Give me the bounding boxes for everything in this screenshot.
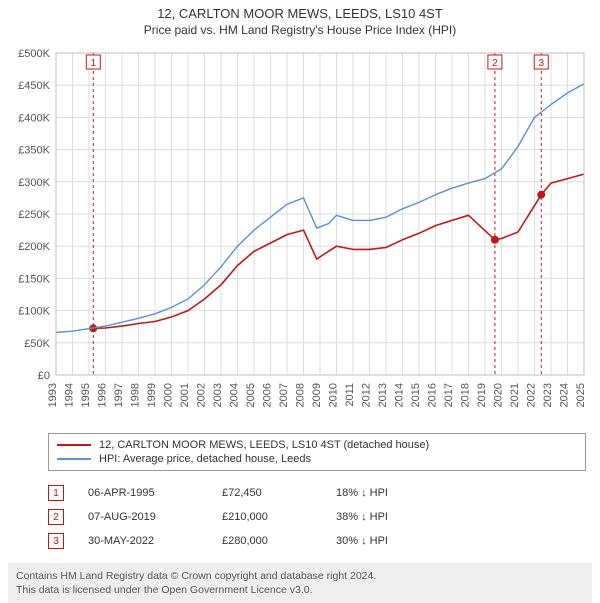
legend-label: HPI: Average price, detached house, Leed… xyxy=(99,453,311,465)
sales-row: 2 07-AUG-2019 £210,000 38% ↓ HPI xyxy=(48,505,586,529)
legend-swatch xyxy=(57,458,91,460)
svg-text:2017: 2017 xyxy=(443,383,455,407)
legend: 12, CARLTON MOOR MEWS, LEEDS, LS10 4ST (… xyxy=(48,433,586,471)
sale-marker: 2 xyxy=(48,509,64,525)
svg-text:£100K: £100K xyxy=(18,306,50,318)
svg-text:1998: 1998 xyxy=(130,383,142,407)
svg-text:2002: 2002 xyxy=(196,383,208,407)
legend-swatch xyxy=(57,444,91,446)
sale-marker: 1 xyxy=(48,485,64,501)
legend-row: HPI: Average price, detached house, Leed… xyxy=(57,452,577,466)
sale-price: £280,000 xyxy=(222,535,312,547)
svg-text:£250K: £250K xyxy=(18,209,50,221)
titles: 12, CARLTON MOOR MEWS, LEEDS, LS10 4ST P… xyxy=(0,0,600,37)
svg-text:£350K: £350K xyxy=(18,145,50,157)
svg-text:£400K: £400K xyxy=(18,112,50,124)
svg-text:2024: 2024 xyxy=(559,383,571,407)
svg-text:2003: 2003 xyxy=(212,383,224,407)
title-main: 12, CARLTON MOOR MEWS, LEEDS, LS10 4ST xyxy=(0,6,600,21)
svg-text:2016: 2016 xyxy=(427,383,439,407)
svg-text:2011: 2011 xyxy=(344,383,356,407)
svg-text:2007: 2007 xyxy=(278,383,290,407)
svg-text:1997: 1997 xyxy=(113,383,125,407)
legend-label: 12, CARLTON MOOR MEWS, LEEDS, LS10 4ST (… xyxy=(99,439,429,451)
chart-svg: £0 £50K £100K £150K £200K £250K £300K £350K £400… xyxy=(10,45,590,425)
svg-text:£150K: £150K xyxy=(18,273,50,285)
svg-text:1994: 1994 xyxy=(64,383,76,407)
svg-text:2010: 2010 xyxy=(328,383,340,407)
svg-text:2008: 2008 xyxy=(295,383,307,407)
footer: Contains HM Land Registry data © Crown c… xyxy=(8,563,592,603)
sales-row: 3 30-MAY-2022 £280,000 30% ↓ HPI xyxy=(48,529,586,553)
svg-text:£300K: £300K xyxy=(18,177,50,189)
svg-text:2013: 2013 xyxy=(377,383,389,407)
svg-text:2014: 2014 xyxy=(394,383,406,407)
sale-marker: 3 xyxy=(48,533,64,549)
svg-text:2020: 2020 xyxy=(493,383,505,407)
svg-text:£450K: £450K xyxy=(18,80,50,92)
svg-text:2025: 2025 xyxy=(575,383,587,407)
svg-text:£200K: £200K xyxy=(18,241,50,253)
sale-diff: 38% ↓ HPI xyxy=(336,511,426,523)
sales-table: 1 06-APR-1995 £72,450 18% ↓ HPI 2 07-AUG… xyxy=(48,481,586,553)
sale-date: 07-AUG-2019 xyxy=(88,511,198,523)
sale-date: 06-APR-1995 xyxy=(88,487,198,499)
svg-text:2006: 2006 xyxy=(262,383,274,407)
svg-text:1996: 1996 xyxy=(97,383,109,407)
svg-text:2023: 2023 xyxy=(542,383,554,407)
svg-text:3: 3 xyxy=(538,58,544,69)
svg-text:2009: 2009 xyxy=(311,383,323,407)
svg-text:2005: 2005 xyxy=(245,383,257,407)
sale-diff: 18% ↓ HPI xyxy=(336,487,426,499)
footer-line: Contains HM Land Registry data © Crown c… xyxy=(16,569,584,583)
svg-text:2019: 2019 xyxy=(476,383,488,407)
sale-price: £210,000 xyxy=(222,511,312,523)
page: 12, CARLTON MOOR MEWS, LEEDS, LS10 4ST P… xyxy=(0,0,600,603)
svg-text:2000: 2000 xyxy=(163,383,175,407)
svg-text:£0: £0 xyxy=(38,370,50,382)
legend-row: 12, CARLTON MOOR MEWS, LEEDS, LS10 4ST (… xyxy=(57,438,577,452)
chart: £0 £50K £100K £150K £200K £250K £300K £350K £400… xyxy=(10,45,590,425)
svg-text:2012: 2012 xyxy=(361,383,373,407)
svg-text:1999: 1999 xyxy=(146,383,158,407)
svg-text:1993: 1993 xyxy=(47,383,59,407)
sale-price: £72,450 xyxy=(222,487,312,499)
title-sub: Price paid vs. HM Land Registry's House … xyxy=(0,23,600,37)
svg-text:1: 1 xyxy=(91,58,97,69)
svg-text:2004: 2004 xyxy=(229,383,241,407)
footer-line: This data is licensed under the Open Gov… xyxy=(16,583,584,597)
svg-text:2: 2 xyxy=(492,58,498,69)
svg-text:1995: 1995 xyxy=(80,383,92,407)
svg-text:2021: 2021 xyxy=(509,383,521,407)
svg-text:2018: 2018 xyxy=(460,383,472,407)
sale-diff: 30% ↓ HPI xyxy=(336,535,426,547)
svg-text:£500K: £500K xyxy=(18,48,50,60)
svg-text:2015: 2015 xyxy=(410,383,422,407)
sales-row: 1 06-APR-1995 £72,450 18% ↓ HPI xyxy=(48,481,586,505)
svg-text:2001: 2001 xyxy=(179,383,191,407)
svg-text:2022: 2022 xyxy=(526,383,538,407)
svg-text:£50K: £50K xyxy=(24,338,50,350)
sale-date: 30-MAY-2022 xyxy=(88,535,198,547)
